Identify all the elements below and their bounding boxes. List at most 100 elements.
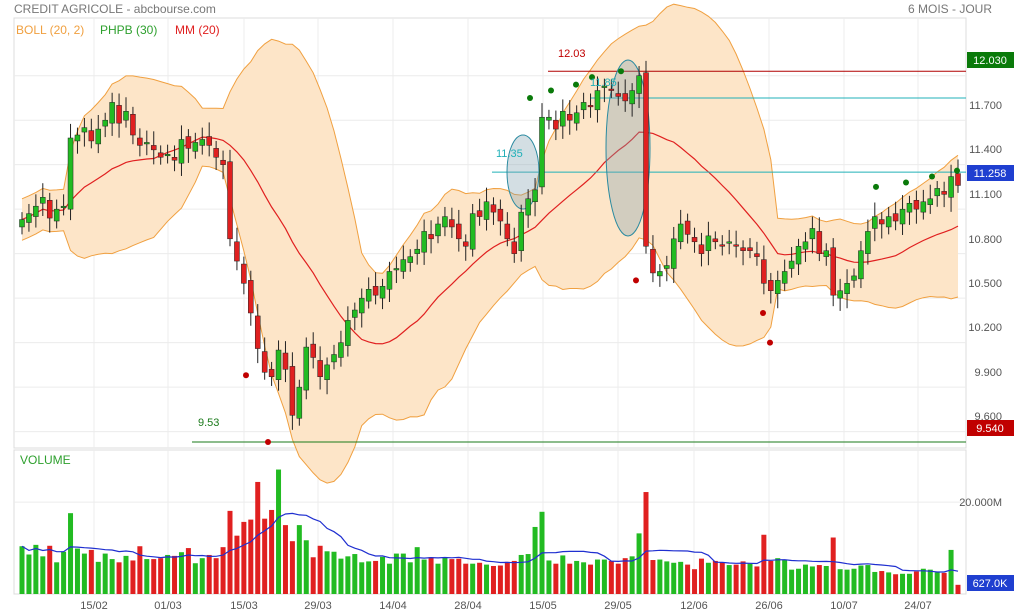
candle-body (46, 200, 53, 219)
volume-bar (220, 547, 226, 594)
volume-bar (199, 558, 205, 594)
candle-body (164, 154, 171, 157)
volume-bar (664, 561, 670, 594)
candle-body (88, 130, 95, 142)
volume-bar (913, 571, 919, 594)
candle-body (220, 159, 226, 165)
volume-bar (893, 574, 899, 594)
phpb-high-marker (527, 94, 533, 101)
volume-bar (54, 562, 60, 594)
candle-body (282, 352, 289, 370)
volume-bar (109, 559, 115, 594)
volume-bar (269, 509, 275, 594)
low-price-tag-text: 9.540 (976, 423, 1004, 435)
candle-body (331, 354, 337, 363)
candle-body (109, 102, 115, 124)
volume-bar (345, 556, 351, 594)
volume-bar (248, 519, 254, 594)
candle-body (539, 116, 545, 188)
candle-body (733, 244, 739, 247)
candle-body (726, 241, 732, 244)
candle-body (580, 102, 587, 111)
volume-bar (511, 560, 517, 594)
candle-body (546, 116, 552, 121)
volume-bar (338, 558, 344, 594)
phpb-high-marker (929, 173, 935, 180)
candle-body (372, 286, 379, 296)
volume-bar (789, 569, 795, 594)
volume-bar (726, 565, 732, 594)
candle-body (358, 297, 365, 314)
volume-bar (678, 561, 684, 594)
candle-body (393, 268, 400, 271)
candle-body (698, 244, 705, 254)
candle-body (365, 289, 372, 302)
volume-bar (601, 559, 607, 594)
volume-bar (331, 551, 337, 594)
volume-panel-frame (13, 449, 967, 595)
candle-body (795, 245, 802, 265)
low-label: 9.53 (198, 417, 219, 429)
volume-bar (137, 546, 143, 594)
period-label[interactable]: 6 MOIS - JOUR (907, 2, 992, 16)
candle-body (768, 280, 774, 291)
candle-body (81, 127, 88, 133)
candle-body (428, 234, 434, 240)
volume-bar (165, 554, 171, 594)
candle-body (601, 85, 608, 88)
volume-tick: 20.000M (959, 497, 1002, 509)
volume-bar (359, 562, 365, 594)
volume-bar (158, 558, 164, 594)
candle-body (899, 208, 906, 225)
volume-bar (796, 568, 802, 594)
candle-body (511, 241, 518, 254)
volume-bar (643, 492, 649, 594)
candle-body (712, 238, 719, 243)
price-panel-frame (13, 17, 967, 449)
volume-bar (955, 584, 961, 594)
volume-bar (733, 564, 739, 594)
legend-bollinger: BOLL (20, 2) (16, 23, 85, 37)
volume-bar (373, 560, 379, 594)
volume-bar (518, 554, 524, 594)
volume-bar (761, 534, 767, 594)
candle-body (469, 213, 476, 250)
candle-body (130, 114, 136, 136)
high-price-tag-text: 12.030 (973, 55, 1007, 67)
volume-bar (116, 562, 122, 594)
candle-body (650, 248, 656, 274)
candle-body (913, 200, 920, 210)
volume-bar (837, 569, 843, 594)
phpb-high-marker (954, 167, 960, 174)
volume-bar (352, 554, 358, 594)
volume-bar (206, 554, 212, 594)
volume-bar (61, 551, 67, 594)
candle-body (206, 136, 212, 146)
highlight-ellipse (506, 134, 540, 210)
high-price-tag (967, 52, 1014, 68)
volume-bar (276, 469, 282, 594)
candle-body (317, 360, 323, 377)
level-a-label: 11.35 (496, 148, 523, 160)
volume-bar (636, 533, 642, 594)
volume-bar (705, 562, 711, 594)
volume-bar (130, 560, 136, 594)
volume-bar (692, 569, 698, 594)
candle-body (657, 271, 663, 277)
candle-body (490, 204, 497, 213)
price-tick: 10.800 (968, 234, 1002, 246)
candle-body (123, 111, 129, 121)
legend-moving-average: MM (20) (175, 23, 220, 37)
volume-bar (470, 563, 476, 594)
volume-bar (435, 563, 441, 594)
x-tick: 14/04 (379, 600, 407, 612)
candle-body (858, 250, 864, 280)
volume-bar (927, 569, 933, 594)
candle-body (275, 349, 282, 380)
candle-body (504, 223, 511, 240)
candle-body (476, 210, 483, 217)
x-tick: 15/05 (529, 600, 557, 612)
volume-average-line (21, 512, 959, 573)
candle-body (747, 247, 753, 251)
